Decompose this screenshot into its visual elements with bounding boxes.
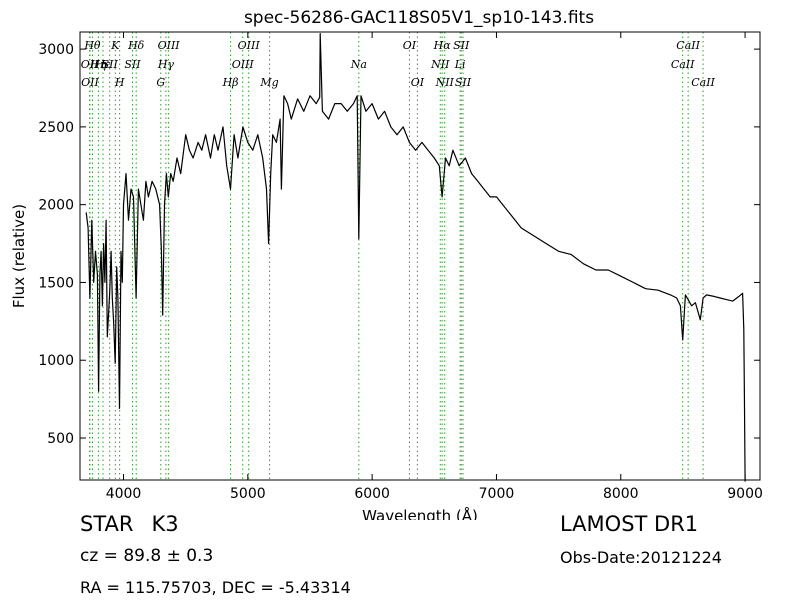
line-marker-label-layer: OIIOIIHθHηHεSIIKHSIIHδGHγOIIIHβOIIIOIIIM… bbox=[81, 39, 716, 89]
line-marker-label: Hγ bbox=[157, 58, 175, 71]
line-marker-label: Hε bbox=[94, 58, 111, 71]
line-marker-label: CaII bbox=[671, 58, 695, 71]
line-marker-label: CaII bbox=[676, 39, 700, 52]
x-axis-label: Wavelength (Å) bbox=[362, 506, 478, 520]
line-marker-layer bbox=[89, 32, 704, 480]
line-marker-label: OII bbox=[81, 58, 99, 71]
line-marker-label: Hη bbox=[89, 58, 107, 71]
coordinates-text: RA = 115.75703, DEC = -5.43314 bbox=[80, 578, 351, 597]
survey-name: LAMOST DR1 bbox=[560, 512, 699, 536]
y-tick-label: 1500 bbox=[38, 275, 74, 291]
redshift-text: cz = 89.8 ± 0.3 bbox=[80, 546, 214, 566]
line-marker-label: OI bbox=[403, 39, 417, 52]
observation-date: Obs-Date:20121224 bbox=[560, 548, 722, 567]
y-tick-label: 1000 bbox=[38, 353, 74, 369]
y-axis-label: Flux (relative) bbox=[10, 204, 28, 308]
line-marker-label: OI bbox=[411, 76, 425, 89]
line-marker-label: CaII bbox=[691, 76, 715, 89]
x-axis-ticks: 4000 5000 6000 7000 8000 9000 bbox=[106, 32, 763, 502]
line-marker-label: Mg bbox=[259, 76, 278, 89]
x-tick-label: 6000 bbox=[354, 486, 390, 502]
line-marker-label: Hβ bbox=[222, 76, 239, 89]
x-tick-label: 9000 bbox=[727, 486, 763, 502]
y-tick-label: 3000 bbox=[38, 42, 74, 58]
line-marker-label: OIII bbox=[238, 39, 261, 52]
line-marker-label: Hα bbox=[433, 39, 452, 52]
x-tick-label: 4000 bbox=[106, 486, 142, 502]
plot-frame bbox=[79, 31, 761, 481]
line-marker-label: OIII bbox=[158, 39, 181, 52]
line-marker-label: K bbox=[110, 39, 120, 52]
line-marker-label: SII bbox=[455, 76, 472, 89]
line-marker-label: H bbox=[114, 76, 125, 89]
line-marker-label: Hθ bbox=[83, 39, 101, 52]
line-marker-label: Na bbox=[350, 58, 367, 71]
x-tick-label: 8000 bbox=[603, 486, 639, 502]
y-tick-label: 500 bbox=[47, 431, 74, 447]
spectrum-line bbox=[85, 33, 746, 482]
line-marker-label: G bbox=[156, 76, 165, 89]
y-tick-label: 2000 bbox=[38, 198, 74, 214]
line-marker-label: Li bbox=[454, 58, 466, 71]
line-marker-label: NII bbox=[435, 76, 455, 89]
line-marker-label: SII bbox=[453, 39, 470, 52]
line-marker-label: OIII bbox=[232, 58, 255, 71]
line-marker-label: OII bbox=[81, 76, 99, 89]
object-subclass: K3 bbox=[151, 512, 179, 536]
x-tick-label: 7000 bbox=[479, 486, 515, 502]
chart-title: spec-56286-GAC118S05V1_sp10-143.fits bbox=[244, 8, 594, 28]
y-axis-ticks: 500 1000 1500 2000 2500 3000 bbox=[38, 42, 760, 447]
line-marker-label: Hδ bbox=[127, 39, 145, 52]
spectrum-chart: OIIOIIHθHηHεSIIKHSIIHδGHγOIIIHβOIIIOIIIM… bbox=[10, 8, 763, 520]
line-marker-label: SII bbox=[124, 58, 141, 71]
classification: STAR K3 bbox=[80, 512, 179, 536]
object-class: STAR bbox=[80, 512, 134, 536]
y-tick-label: 2500 bbox=[38, 120, 74, 136]
line-marker-label: SII bbox=[102, 58, 119, 71]
line-marker-label: NII bbox=[430, 58, 450, 71]
x-tick-label: 5000 bbox=[230, 486, 266, 502]
